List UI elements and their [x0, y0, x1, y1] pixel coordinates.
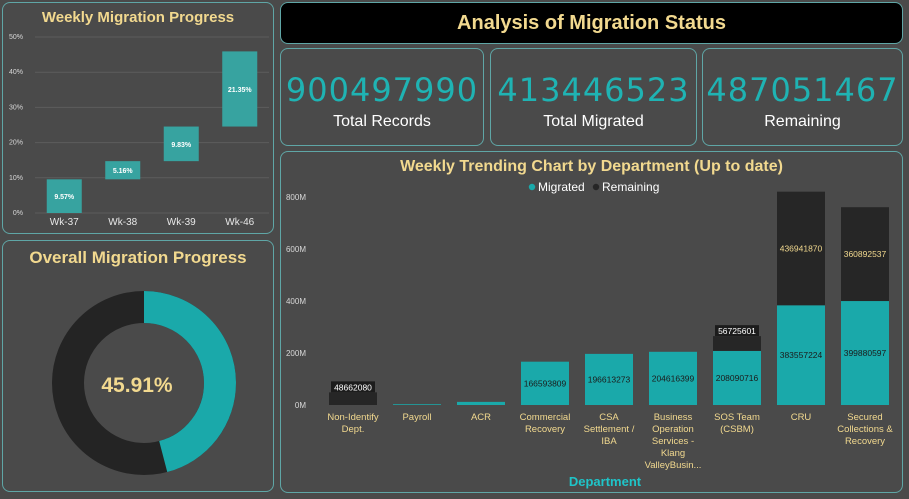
waterfall-bar [163, 126, 199, 162]
remaining-bar [329, 392, 377, 405]
x-tick-label: Wk-38 [108, 217, 137, 227]
kpi-total-migrated: 413446523 Total Migrated [490, 48, 697, 146]
x-tick-label: Wk-46 [225, 217, 254, 227]
x-tick-label: Collections & [837, 424, 893, 435]
donut-migrated-arc [52, 291, 236, 475]
x-tick-label: Payroll [402, 412, 431, 423]
remaining-bar [713, 336, 761, 351]
kpi-value: 413446523 [497, 71, 690, 109]
x-axis-title: Department [569, 474, 642, 489]
y-tick-label: 40% [9, 69, 23, 76]
migrated-bar [841, 301, 889, 405]
migrated-bar [457, 401, 505, 405]
remaining-bar [841, 207, 889, 302]
x-tick-label: Operation [652, 424, 694, 435]
header-panel: Analysis of Migration Status [280, 2, 903, 44]
kpi-total-records: 900497990 Total Records [280, 48, 484, 146]
remaining-data-label: 360892537 [844, 249, 887, 259]
bar-data-label: 21.35% [228, 87, 253, 94]
overall-progress-panel: Overall Migration Progress 45.91% [2, 240, 274, 492]
weekly-progress-chart: 0% 10% 20% 30% 40% 50% 9.57% Wk-37 5.16% Wk-38 9.8… [9, 34, 269, 227]
kpi-value: 487051467 [706, 71, 899, 109]
y-tick-label: 20% [9, 140, 23, 147]
migrated-data-label: 204616399 [652, 373, 695, 383]
x-tick-label: SOS Team [714, 412, 760, 423]
y-tick-label: 0% [13, 210, 23, 217]
migrated-data-label: 196613273 [588, 374, 631, 384]
migrated-data-label: 208090716 [716, 373, 759, 383]
y-tick-label: 600M [286, 245, 306, 254]
x-tick-label: Services - [652, 436, 694, 447]
legend-label: Remaining [602, 180, 659, 194]
migrated-bar [521, 361, 569, 405]
x-tick-label: Secured [847, 412, 882, 423]
x-tick-label: (CSBM) [720, 424, 754, 435]
x-tick-label: Non-Identify [327, 412, 378, 423]
kpi-label: Total Migrated [543, 113, 644, 130]
migrated-data-label: 399880597 [844, 348, 887, 358]
migrated-data-label: 383557224 [780, 350, 823, 360]
x-tick-label: Recovery [525, 424, 565, 435]
y-tick-label: 400M [286, 297, 306, 306]
x-tick-label: ValleyBusin... [645, 460, 702, 471]
migrated-bar [713, 350, 761, 405]
x-tick-label: Wk-39 [167, 217, 196, 227]
bar-data-label: 5.16% [113, 168, 134, 175]
remaining-data-label: 436941870 [780, 243, 823, 253]
migrated-bar [585, 353, 633, 405]
kpi-label: Total Records [333, 113, 431, 130]
y-tick-label: 10% [9, 175, 23, 182]
x-tick-label: Commercial [520, 412, 571, 423]
overall-progress-donut: 45.91% [52, 291, 236, 475]
legend-marker [528, 183, 536, 191]
donut-center-label: 45.91% [101, 374, 173, 397]
y-tick-label: 800M [286, 193, 306, 202]
kpi-label: Remaining [764, 113, 841, 130]
x-tick-label: Klang [661, 448, 685, 459]
page-title: Analysis of Migration Status [457, 12, 726, 34]
trend-panel: Weekly Trending Chart by Department (Up … [280, 151, 903, 493]
trend-title: Weekly Trending Chart by Department (Up … [400, 158, 783, 175]
y-tick-label: 200M [286, 349, 306, 358]
remaining-bar [777, 191, 825, 306]
x-tick-label: Recovery [845, 436, 885, 447]
migrated-bar [777, 305, 825, 405]
legend-label: Migrated [538, 180, 585, 194]
migrated-data-label: 166593809 [524, 378, 567, 388]
x-tick-label: Business [654, 412, 693, 423]
x-tick-label: CRU [791, 412, 812, 423]
y-tick-label: 30% [9, 104, 23, 111]
x-tick-label: ACR [471, 412, 491, 423]
x-tick-label: Dept. [342, 424, 365, 435]
remaining-data-label: 48662080 [334, 382, 372, 392]
bar-data-label: 9.57% [54, 194, 75, 201]
overall-progress-title: Overall Migration Progress [29, 248, 247, 267]
trend-chart: Migrated Remaining 0M 200M 400M 600M 800M 48662… [286, 180, 893, 489]
x-tick-label: IBA [601, 436, 617, 447]
x-tick-label: Settlement / [584, 424, 635, 435]
remaining-label-box [331, 381, 375, 393]
bar-data-label: 9.83% [171, 142, 192, 149]
waterfall-bar [46, 179, 82, 213]
remaining-label-box [715, 325, 759, 337]
weekly-progress-panel: Weekly Migration Progress 0% 10% 20% 30% 40%… [2, 2, 274, 234]
y-tick-label: 50% [9, 34, 23, 41]
kpi-remaining: 487051467 Remaining [702, 48, 903, 146]
kpi-value: 900497990 [285, 71, 479, 109]
weekly-progress-title: Weekly Migration Progress [41, 9, 235, 26]
x-tick-label: CSA [599, 412, 619, 423]
waterfall-bar [222, 51, 258, 127]
legend-marker [592, 183, 600, 191]
remaining-data-label: 56725601 [718, 326, 756, 336]
migrated-bar [393, 404, 441, 405]
waterfall-bar [105, 161, 141, 180]
migrated-bar [649, 351, 697, 405]
x-tick-label: Wk-37 [50, 217, 79, 227]
y-tick-label: 0M [295, 401, 306, 410]
